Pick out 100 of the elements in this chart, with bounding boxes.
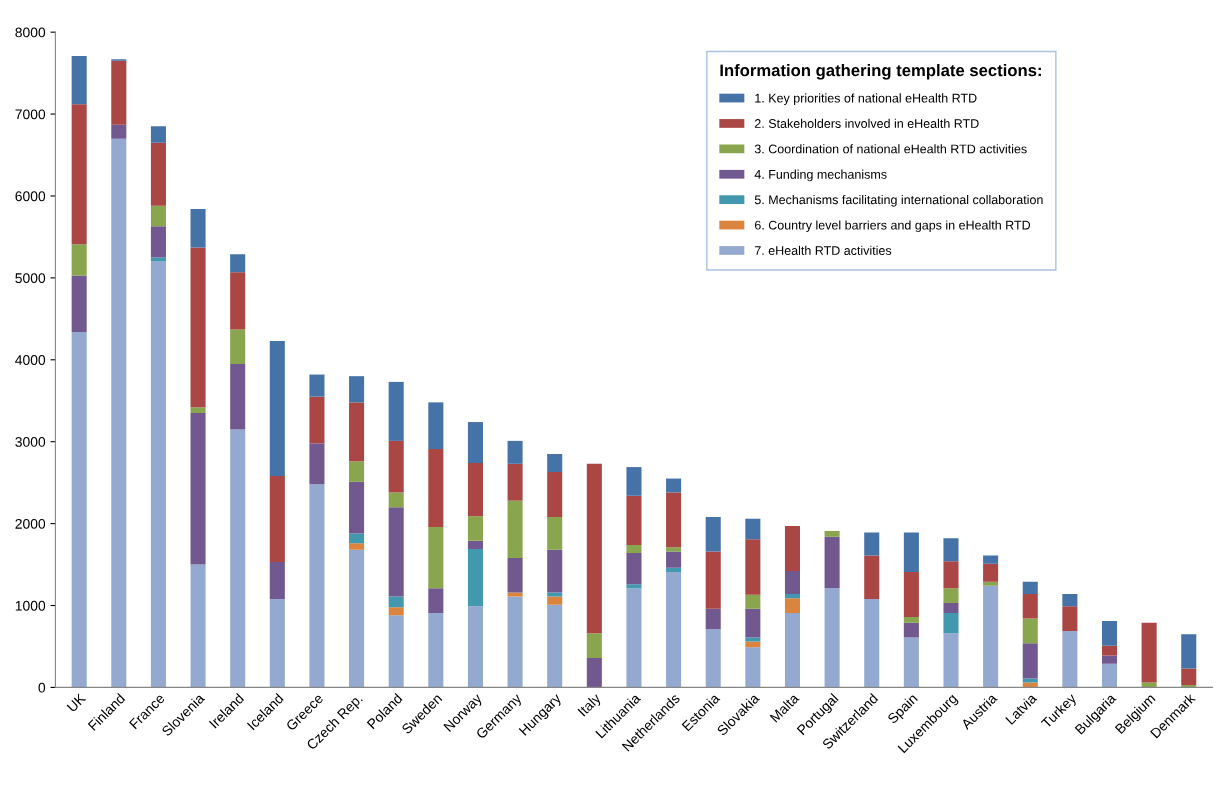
- bar: [864, 532, 880, 556]
- bar: [467, 540, 483, 549]
- bar: [547, 592, 563, 597]
- bar: [784, 594, 801, 599]
- bar: [903, 571, 919, 617]
- bar: [388, 596, 404, 608]
- bar: [943, 538, 959, 562]
- bar: [230, 272, 246, 330]
- bar: [983, 585, 999, 688]
- bar: [467, 422, 483, 463]
- bar: [507, 463, 523, 501]
- legend-label: 4. Funding mechanisms: [754, 169, 887, 182]
- legend-label: 1. Key priorities of national eHealth RTD: [755, 93, 977, 106]
- bar: [547, 517, 563, 550]
- bar: [784, 571, 801, 595]
- bar: [903, 637, 919, 688]
- bar: [150, 142, 166, 206]
- bar: [111, 138, 127, 688]
- bar: [666, 571, 682, 688]
- bar: [428, 612, 444, 688]
- bar: [1022, 643, 1038, 679]
- bar: [824, 536, 840, 589]
- bar: [349, 549, 365, 688]
- bar: [705, 517, 721, 552]
- bar: [586, 633, 602, 658]
- bar: [666, 551, 682, 568]
- bar: [626, 584, 642, 589]
- bar: [1062, 594, 1078, 607]
- bar: [1101, 663, 1118, 688]
- bar: [309, 396, 325, 444]
- bar: [150, 226, 166, 258]
- bar: [150, 257, 166, 262]
- bar: [71, 244, 87, 276]
- bar: [983, 581, 999, 586]
- bar: [1022, 678, 1038, 683]
- bar: [824, 530, 840, 537]
- bar: [388, 492, 404, 508]
- bar: [864, 555, 880, 599]
- y-tick-label: 2000: [15, 518, 46, 529]
- bar: [150, 126, 166, 143]
- bar: [349, 481, 365, 534]
- bar: [547, 596, 563, 605]
- bar: [705, 551, 721, 609]
- bar: [1101, 645, 1118, 656]
- bar: [467, 516, 483, 541]
- bar: [507, 558, 523, 593]
- bar: [71, 55, 87, 105]
- bar: [269, 340, 285, 477]
- legend-label: 5. Mechanisms facilitating international collaboration: [754, 194, 1043, 207]
- bar: [1101, 621, 1118, 646]
- y-tick-label: 4000: [15, 355, 46, 365]
- bar: [230, 329, 246, 364]
- bar: [1022, 618, 1038, 644]
- bar: [666, 478, 682, 493]
- y-tick-label: 0: [38, 682, 46, 693]
- bar: [1181, 668, 1197, 685]
- bar: [943, 588, 959, 604]
- bar: [467, 462, 483, 517]
- bar: [1062, 606, 1078, 631]
- y-tick-label: 5000: [15, 273, 46, 284]
- bar: [626, 495, 642, 545]
- bar: [626, 544, 642, 554]
- bar: [903, 532, 919, 572]
- bar: [428, 449, 444, 527]
- bar: [71, 104, 87, 245]
- bar: [150, 205, 166, 227]
- bar: [388, 615, 404, 688]
- bar: [349, 461, 365, 482]
- bar: [943, 603, 959, 613]
- bar: [1022, 594, 1038, 619]
- y-tick-label: 6000: [15, 191, 46, 202]
- bar: [388, 440, 404, 493]
- bar: [705, 629, 721, 688]
- y-tick-label: 7000: [15, 109, 46, 120]
- legend-label: 2. Stakeholders involved in eHealth RTD: [754, 118, 979, 128]
- bar: [467, 549, 483, 607]
- bar: [230, 254, 246, 273]
- bar: [111, 60, 127, 125]
- bar: [507, 596, 523, 688]
- y-tick-label: 1000: [15, 600, 46, 611]
- bar: [269, 476, 285, 563]
- bar: [349, 376, 365, 403]
- bar: [784, 612, 801, 688]
- x-tick-label: UK: [66, 692, 87, 713]
- legend-label: 3. Coordination of national eHealth RTD activities: [754, 144, 1027, 154]
- bar: [1101, 655, 1118, 664]
- bar: [190, 407, 206, 414]
- bar: [309, 484, 325, 688]
- bar: [983, 555, 999, 564]
- bar: [1181, 634, 1197, 669]
- bar: [903, 616, 919, 623]
- y-tick-label: 3000: [15, 437, 46, 447]
- bar: [784, 526, 801, 572]
- bar: [349, 543, 365, 550]
- bar: [586, 463, 602, 634]
- bar: [349, 533, 365, 544]
- bar: [745, 608, 761, 638]
- bar: [705, 608, 721, 630]
- bar: [230, 429, 246, 688]
- bar: [428, 588, 444, 613]
